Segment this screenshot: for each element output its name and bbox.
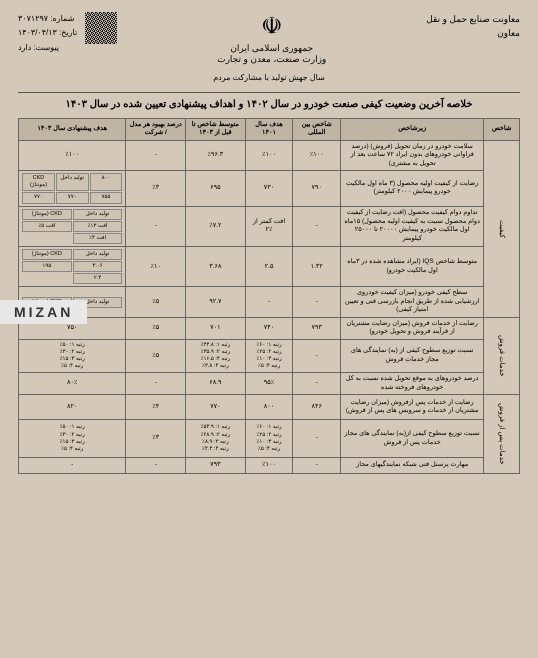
col-index: شاخص	[484, 119, 520, 141]
col-1403: هدف پیشنهادی سال ۱۴۰۳	[19, 119, 126, 141]
document-title: خلاصه آخرین وضعیت کیفی صنعت خودرو در سال…	[18, 92, 520, 114]
watermark: MIZAN	[0, 300, 87, 324]
header-emblem: ☫ جمهوری اسلامی ایران وزارت صنعت، معدن و…	[217, 12, 326, 65]
qr-code	[85, 12, 117, 44]
group-aftersales: خدمات پس از فروش	[484, 395, 520, 474]
group-quality: کیفیت	[484, 140, 520, 317]
group-sales: خدمات فروش	[484, 317, 520, 394]
header-meta: شماره: ۳۰۷۱۲۹۷ تاریخ: ۱۴۰۳/۰۴/۱۳ پیوست: …	[18, 12, 117, 55]
quality-table: شاخص زیرشاخص شاخص بین المللی هدف سال ۱۴۰…	[18, 118, 520, 474]
col-avg: متوسط شاخص تا قبل از ۱۴۰۳	[186, 119, 246, 141]
col-imp: درصد بهبود هر مدل / شرکت	[126, 119, 186, 141]
col-1401: هدف سال ۱۴۰۱	[245, 119, 293, 141]
slogan: سال جهش تولید با مشارکت مردم	[18, 73, 520, 82]
col-sub: زیرشاخص	[341, 119, 484, 141]
header-org: معاونت صنایع حمل و نقل معاون	[426, 12, 520, 41]
col-intl: شاخص بین المللی	[293, 119, 341, 141]
